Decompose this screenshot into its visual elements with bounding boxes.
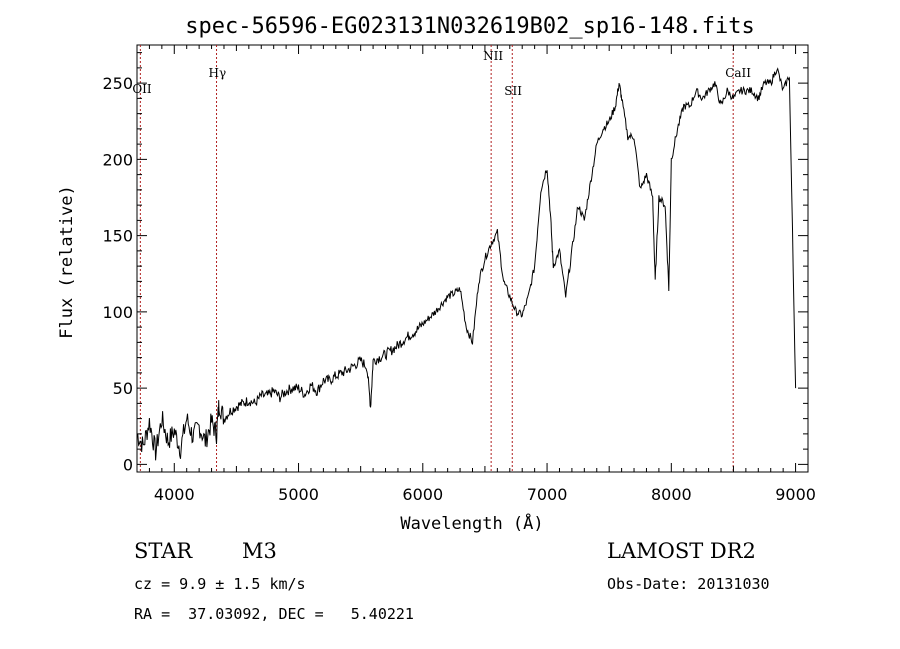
- chart-title: spec-56596-EG023131N032619B02_sp16-148.f…: [185, 14, 755, 39]
- spectrum-line: [137, 67, 797, 461]
- x-tick-label-2: 6000: [402, 485, 443, 504]
- x-tick-label-1: 5000: [278, 485, 319, 504]
- survey-name: LAMOST DR2: [607, 539, 756, 563]
- y-tick-label-4: 200: [102, 150, 133, 169]
- redshift-text: cz = 9.9 ± 1.5 km/s: [134, 575, 306, 593]
- spectral-line-markers: OII Hγ NII SII CaII: [132, 45, 751, 472]
- spectrum-series: [137, 67, 797, 461]
- y-axis: 0 50 100 150 200 250: [102, 52, 808, 474]
- marker-label-0: OII: [132, 82, 152, 96]
- observation-date: Obs-Date: 20131030: [607, 575, 770, 593]
- coordinates-text: RA = 37.03092, DEC = 5.40221: [134, 605, 414, 623]
- marker-label-4: CaII: [725, 66, 751, 80]
- x-tick-label-0: 4000: [154, 485, 195, 504]
- x-tick-label-4: 8000: [651, 485, 692, 504]
- object-subclass: M3: [242, 539, 277, 563]
- x-axis-label: Wavelength (Å): [400, 512, 543, 534]
- marker-label-1: Hγ: [209, 66, 227, 80]
- x-tick-label-5: 9000: [775, 485, 816, 504]
- y-tick-label-2: 100: [102, 303, 133, 322]
- y-tick-label-5: 250: [102, 74, 133, 93]
- x-tick-label-3: 7000: [527, 485, 568, 504]
- marker-label-2: NII: [483, 49, 503, 63]
- y-tick-label-0: 0: [123, 455, 133, 474]
- y-tick-label-1: 50: [113, 379, 133, 398]
- x-axis: 4000 5000 6000 7000 8000 9000: [136, 45, 816, 504]
- object-class: STAR: [134, 539, 193, 563]
- y-tick-label-3: 150: [102, 227, 133, 246]
- y-axis-label: Flux (relative): [57, 185, 77, 339]
- marker-label-3: SII: [504, 84, 522, 98]
